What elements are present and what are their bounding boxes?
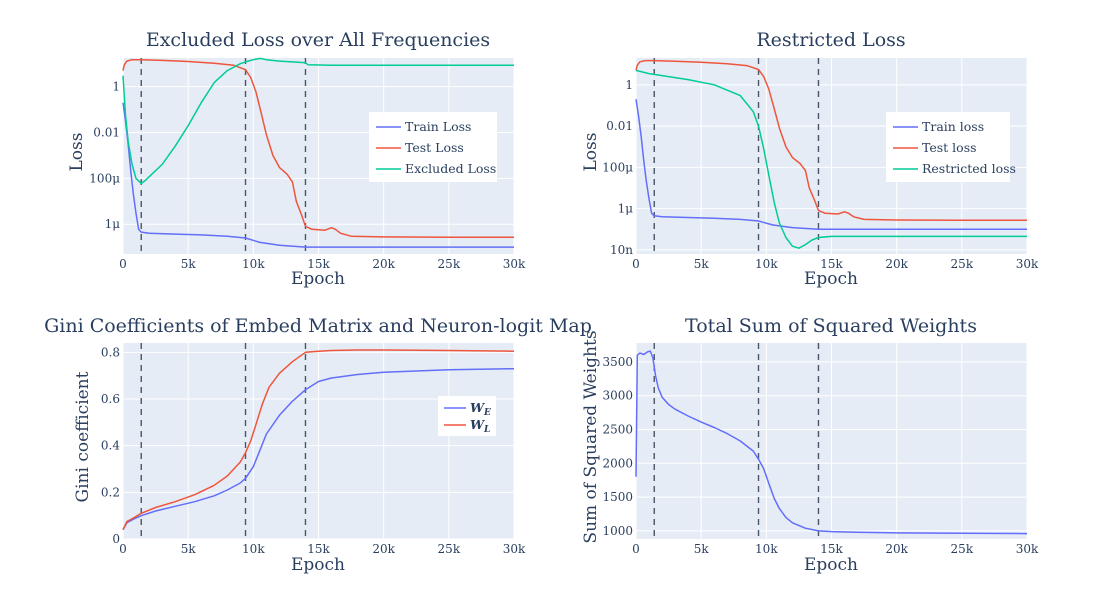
series-line: [122, 349, 515, 531]
x-tick-label: 30k: [1016, 257, 1039, 271]
legend-label-excluded-loss: Excluded Loss: [405, 161, 496, 176]
x-tick-label: 15k: [307, 257, 330, 271]
legend-label-w-l: WL: [470, 417, 490, 435]
x-tick-label: 15k: [820, 257, 843, 271]
y-axis-title: Loss: [581, 133, 601, 172]
x-tick-label: 20k: [885, 257, 908, 271]
x-tick-label: 25k: [951, 257, 974, 271]
legend: Train loss Test loss Restricted loss: [886, 112, 1016, 182]
chart-title: Excluded Loss over All Frequencies: [146, 29, 490, 51]
x-tick-label: 30k: [503, 257, 526, 271]
x-tick-label: 10k: [242, 257, 265, 271]
legend: Train Loss Test Loss Excluded Loss: [369, 112, 497, 182]
y-tick-label: 0.2: [101, 485, 120, 499]
y-tick-label: 0.6: [101, 392, 120, 406]
y-tick-label: 1μ: [105, 217, 121, 231]
x-axis-title: Epoch: [804, 269, 858, 289]
y-tick-label: 1μ: [618, 202, 634, 216]
x-tick-label: 25k: [951, 542, 974, 556]
legend: WE WL: [438, 396, 496, 436]
x-tick-label: 0: [119, 542, 127, 556]
x-tick-label: 0: [119, 257, 127, 271]
legend-symbol: W: [470, 400, 486, 415]
x-axis-title: Epoch: [804, 555, 858, 575]
x-tick-label: 5k: [181, 542, 197, 556]
legend-box: [369, 112, 497, 182]
x-tick-label: 10k: [755, 542, 778, 556]
legend-label-test-loss: Test Loss: [405, 140, 464, 155]
chart-total-sum-of-squared-weights: Total Sum of Squared Weights Epoch Sum o…: [581, 315, 1039, 575]
series-line: [122, 102, 514, 248]
y-tick-label: 2500: [602, 423, 633, 437]
y-tick-label: 1: [625, 78, 633, 92]
chart-restricted-loss: Restricted Loss Epoch Loss Train loss Te…: [581, 29, 1039, 289]
x-tick-label: 20k: [372, 257, 395, 271]
y-tick-label: 0.4: [101, 439, 120, 453]
y-tick-label: 0.01: [93, 126, 120, 140]
y-tick-label: 1000: [602, 524, 633, 538]
legend-symbol: W: [470, 417, 486, 432]
y-tick-label: 3000: [602, 389, 633, 403]
y-tick-label: 2000: [602, 456, 633, 470]
chart-gini-coefficients: Gini Coefficients of Embed Matrix and Ne…: [44, 315, 592, 575]
legend-label-train-loss: Train Loss: [405, 119, 471, 134]
x-tick-label: 0: [632, 257, 640, 271]
y-tick-label: 3500: [602, 355, 633, 369]
legend-box: [438, 396, 496, 436]
y-axis-title: Sum of Squared Weights: [581, 330, 601, 543]
y-axis-title: Gini coefficient: [73, 371, 93, 502]
x-tick-label: 30k: [1016, 542, 1039, 556]
x-tick-label: 30k: [503, 542, 526, 556]
x-tick-label: 5k: [694, 542, 710, 556]
x-axis-title: Epoch: [291, 555, 345, 575]
series-line: [122, 58, 514, 238]
series-line: [122, 57, 514, 185]
chart-excluded-loss: Excluded Loss over All Frequencies Epoch…: [67, 29, 526, 289]
chart-title: Total Sum of Squared Weights: [685, 315, 977, 337]
series-line: [122, 367, 515, 531]
y-tick-label: 0.8: [101, 345, 120, 359]
y-tick-label: 10n: [610, 243, 633, 257]
series-line: [635, 350, 1028, 535]
x-tick-label: 25k: [438, 542, 461, 556]
x-tick-label: 20k: [885, 542, 908, 556]
chart-title: Gini Coefficients of Embed Matrix and Ne…: [44, 315, 592, 337]
chart-title: Restricted Loss: [756, 29, 905, 51]
x-tick-label: 15k: [820, 542, 843, 556]
legend-label-train-loss: Train loss: [922, 119, 984, 134]
x-tick-label: 20k: [372, 542, 395, 556]
y-tick-label: 0: [112, 532, 120, 546]
legend-subscript: L: [483, 425, 490, 435]
y-tick-label: 0.01: [606, 119, 633, 133]
legend-label-w-e: WE: [470, 400, 491, 418]
x-tick-label: 25k: [438, 257, 461, 271]
series-line: [635, 69, 1027, 249]
x-tick-label: 10k: [755, 257, 778, 271]
series-line: [635, 59, 1027, 222]
y-tick-label: 1500: [602, 490, 633, 504]
y-tick-label: 1: [112, 80, 120, 94]
plot-area: [122, 343, 515, 540]
y-tick-label: 100μ: [89, 171, 120, 185]
x-tick-label: 10k: [242, 542, 265, 556]
legend-subscript: E: [483, 408, 491, 418]
x-tick-label: 15k: [307, 542, 330, 556]
legend-box: [886, 112, 1010, 182]
y-tick-label: 100μ: [602, 160, 633, 174]
x-tick-label: 5k: [181, 257, 197, 271]
legend-label-test-loss: Test loss: [922, 140, 977, 155]
x-tick-label: 5k: [694, 257, 710, 271]
legend-label-restricted-loss: Restricted loss: [922, 161, 1016, 176]
plot-area: [635, 343, 1028, 539]
series-line: [635, 99, 1027, 230]
x-tick-label: 0: [632, 542, 640, 556]
x-axis-title: Epoch: [291, 269, 345, 289]
y-axis-title: Loss: [67, 133, 87, 172]
